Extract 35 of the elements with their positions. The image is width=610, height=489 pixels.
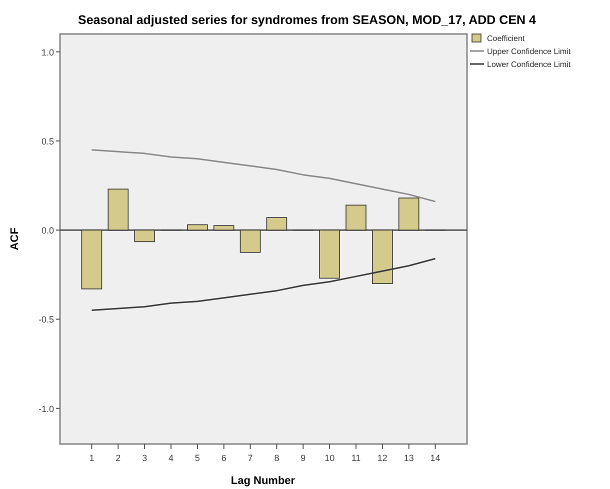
y-axis-title: ACF (9, 227, 21, 250)
x-tick-label: 10 (324, 453, 335, 463)
chart-title: Seasonal adjusted series for syndromes from SEASON, MOD_17, ADD CEN 4 (78, 13, 536, 27)
x-tick-label: 2 (116, 453, 121, 463)
legend-label: Coefficient (487, 34, 526, 43)
y-tick-label: 0.0 (41, 226, 54, 236)
x-tick-label: 12 (377, 453, 388, 463)
y-tick-label: -1.0 (38, 404, 54, 414)
bar (266, 217, 288, 230)
y-tick-label: 1.0 (41, 47, 54, 58)
bar (398, 198, 420, 230)
bar (346, 204, 366, 230)
x-tick-label: 7 (248, 453, 253, 463)
x-tick-label: 4 (168, 453, 174, 463)
x-tick-label: 6 (221, 453, 226, 463)
x-tick-label: 11 (351, 453, 361, 463)
x-tick-label: 5 (194, 453, 200, 463)
bar (213, 225, 234, 230)
legend-label: Upper Confidence Limit (487, 47, 572, 56)
x-tick-label: 13 (404, 453, 414, 463)
bar (108, 188, 129, 230)
x-tick-label: 9 (300, 453, 306, 463)
y-tick-label: 0.5 (41, 136, 54, 146)
bar (187, 224, 208, 230)
x-axis-title: Lag Number (230, 475, 296, 487)
legend-label: Lower Confidence Limit (487, 60, 572, 69)
bar (81, 230, 102, 290)
bar (134, 230, 155, 242)
y-tick-label: -0.5 (38, 314, 54, 325)
x-tick-label: 3 (142, 453, 148, 463)
x-tick-label: 8 (274, 453, 280, 463)
bar (240, 230, 261, 253)
line-series (90, 149, 436, 202)
x-tick-label: 14 (430, 453, 440, 463)
x-tick-label: 1 (89, 453, 94, 463)
